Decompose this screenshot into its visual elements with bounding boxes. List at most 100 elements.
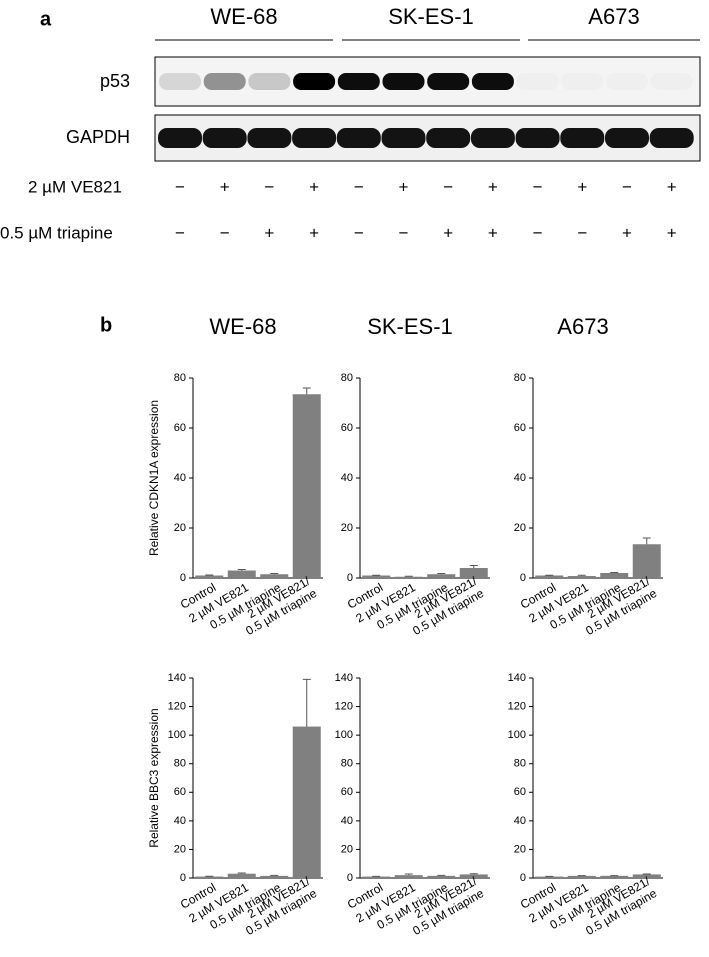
treatment-sign: − [264, 177, 274, 196]
error-bar [642, 537, 651, 545]
bar [260, 574, 289, 578]
error-bar [404, 873, 413, 876]
bar [459, 874, 488, 878]
treatment-sign: + [399, 177, 409, 196]
row-label: p53 [100, 71, 130, 91]
blot-band [293, 73, 336, 90]
blot-band [606, 73, 648, 90]
y-tick-label: 80 [514, 758, 526, 770]
panel-label: a [40, 8, 52, 30]
treatment-sign: − [533, 223, 543, 242]
treatment-label: 2 µM VE821 [28, 177, 122, 196]
y-tick-label: 120 [335, 700, 353, 712]
blot-band [382, 73, 425, 90]
bar [427, 875, 456, 878]
error-bar [270, 573, 279, 575]
y-tick-label: 40 [514, 472, 526, 484]
y-tick-label: 60 [341, 422, 353, 434]
treatment-sign: − [577, 223, 587, 242]
blot-band [605, 128, 649, 148]
y-tick-label: 60 [174, 786, 186, 798]
treatment-sign: + [309, 177, 319, 196]
error-bar [237, 569, 246, 571]
error-bar [302, 678, 311, 727]
bar [394, 576, 423, 578]
row-label: GAPDH [66, 127, 130, 147]
treatment-label: 0.5 µM triapine [0, 223, 113, 242]
blot-band [649, 128, 694, 148]
treatment-sign: − [443, 177, 453, 196]
treatment-sign: + [488, 177, 498, 196]
y-axis-label: Relative BBC3 expression [147, 708, 161, 847]
treatment-sign: + [264, 223, 274, 242]
bar [567, 875, 596, 878]
cell-line-label: SK-ES-1 [388, 4, 474, 29]
blot-band [381, 128, 426, 148]
chart-title: SK-ES-1 [367, 314, 453, 339]
y-tick-label: 40 [174, 815, 186, 827]
y-tick-label: 0 [520, 872, 526, 884]
blot-band [561, 73, 603, 90]
chart-title: A673 [557, 314, 608, 339]
blot-band [337, 73, 380, 90]
blot-band [248, 73, 291, 90]
blot-band [470, 128, 515, 148]
error-bar [610, 572, 619, 573]
y-tick-label: 80 [174, 372, 186, 384]
y-tick-label: 40 [174, 472, 186, 484]
bar [227, 873, 256, 878]
y-tick-label: 120 [508, 700, 526, 712]
y-tick-label: 60 [514, 422, 526, 434]
blot-band [427, 73, 470, 90]
y-tick-label: 20 [174, 843, 186, 855]
y-tick-label: 20 [341, 522, 353, 534]
bar [535, 575, 564, 578]
treatment-sign: − [399, 223, 409, 242]
error-bar [302, 387, 311, 395]
y-tick-label: 60 [174, 422, 186, 434]
blot-band [336, 128, 381, 148]
y-tick-label: 140 [335, 672, 353, 684]
bar [632, 874, 661, 878]
treatment-sign: − [175, 223, 185, 242]
y-tick-label: 20 [174, 522, 186, 534]
error-bar [469, 565, 478, 568]
blot-band [202, 128, 247, 148]
treatment-sign: + [667, 177, 677, 196]
y-tick-label: 40 [341, 815, 353, 827]
blot-band [247, 128, 292, 148]
y-tick-label: 0 [347, 872, 353, 884]
y-tick-label: 140 [508, 672, 526, 684]
treatment-sign: + [443, 223, 453, 242]
bar [362, 876, 391, 878]
cell-line-label: WE-68 [210, 4, 277, 29]
treatment-sign: − [622, 177, 632, 196]
cell-line-label: A673 [588, 4, 639, 29]
treatment-sign: + [488, 223, 498, 242]
bar [292, 726, 321, 878]
bar [427, 574, 456, 578]
bar [292, 394, 321, 578]
treatment-sign: + [667, 223, 677, 242]
blot-band [426, 128, 471, 148]
blot-band [471, 73, 514, 90]
blot-band [517, 73, 559, 90]
bar [394, 875, 423, 878]
y-tick-label: 80 [174, 758, 186, 770]
y-tick-label: 60 [514, 786, 526, 798]
error-bar [469, 873, 478, 875]
y-tick-label: 20 [514, 843, 526, 855]
y-tick-label: 0 [180, 872, 186, 884]
blot-band [651, 73, 693, 90]
bar [227, 570, 256, 578]
treatment-sign: − [354, 177, 364, 196]
treatment-sign: − [220, 223, 230, 242]
y-tick-label: 60 [341, 786, 353, 798]
bar [195, 876, 224, 878]
y-tick-label: 140 [168, 672, 186, 684]
y-tick-label: 0 [520, 572, 526, 584]
treatment-sign: − [354, 223, 364, 242]
bar [535, 876, 564, 878]
treatment-sign: + [220, 177, 230, 196]
